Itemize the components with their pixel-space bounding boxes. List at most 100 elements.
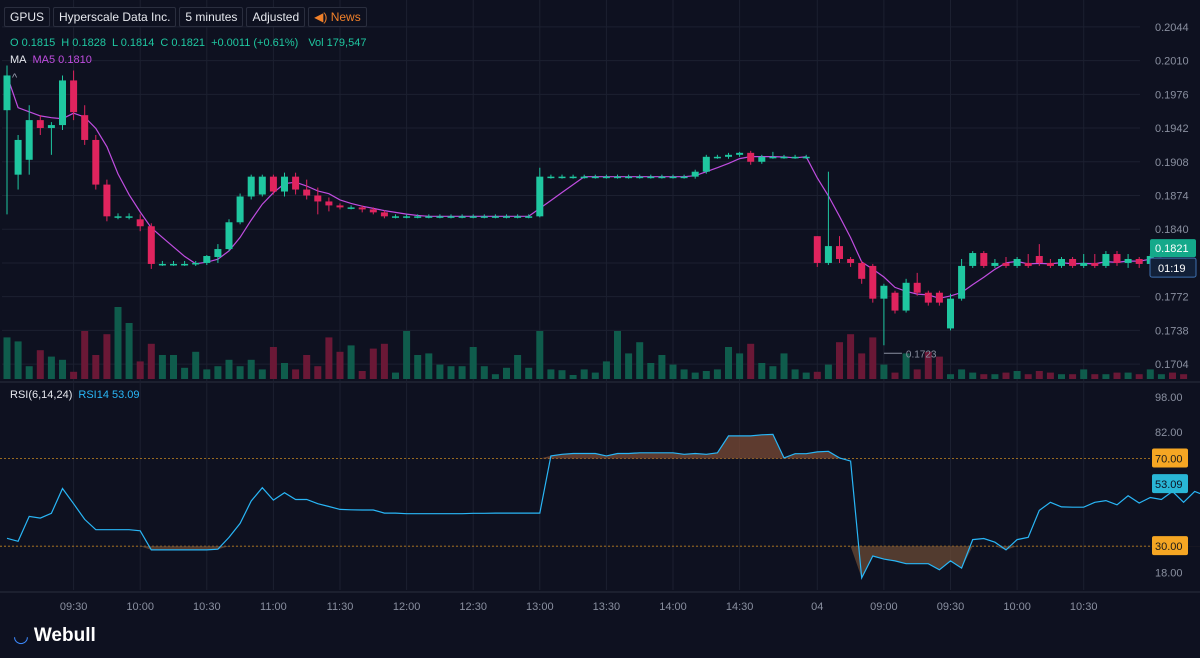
candle-body	[147, 226, 155, 264]
volume-bar	[403, 331, 411, 379]
candle-body	[1080, 262, 1088, 266]
volume-bar	[858, 353, 866, 379]
candle-body	[325, 201, 333, 206]
rsi-oversold-fill	[7, 546, 1200, 578]
candle-body	[880, 285, 888, 299]
volume-bar	[836, 342, 843, 379]
candle-body	[824, 246, 832, 263]
volume-bar	[236, 366, 244, 379]
candle-body	[59, 80, 66, 126]
candle-body	[858, 262, 866, 279]
webull-logo: ◡ Webull	[14, 625, 96, 647]
volume-bar	[92, 355, 100, 379]
candle-body	[625, 176, 633, 179]
volume-bar	[292, 369, 300, 379]
volume-bar	[747, 343, 755, 379]
candle-body	[924, 292, 932, 303]
candle-body	[3, 75, 11, 111]
high-label: H	[61, 37, 70, 49]
candle-body	[114, 216, 122, 218]
candle-body	[392, 216, 399, 218]
candle-body	[636, 176, 644, 179]
price-tick-label: 0.1942	[1155, 123, 1189, 135]
candle-body	[436, 216, 444, 218]
time-tick-label: 10:30	[193, 601, 221, 613]
candle-body	[158, 263, 166, 266]
volume-bar	[558, 370, 566, 379]
company-tag[interactable]: Hyperscale Data Inc.	[53, 7, 177, 27]
candle-body	[314, 195, 322, 202]
candle-body	[902, 282, 910, 311]
price-tick-label: 0.1738	[1155, 325, 1189, 337]
volume-bar	[436, 364, 444, 379]
candle-body	[47, 125, 55, 129]
candle-body	[1035, 256, 1043, 263]
volume-bar	[1013, 371, 1021, 379]
candle-body	[503, 216, 510, 218]
candle-body	[602, 176, 610, 179]
candle-body	[414, 216, 422, 218]
candle-body	[991, 262, 999, 266]
candle-body	[1113, 254, 1121, 263]
news-label: News	[330, 10, 361, 24]
candle-body	[1124, 258, 1132, 263]
volume-bar	[658, 355, 666, 379]
interval-tag[interactable]: 5 minutes	[179, 7, 244, 27]
volume-bar	[913, 369, 921, 379]
rsi-legend[interactable]: RSI(6,14,24) RSI14 53.09	[10, 389, 140, 401]
candle-body	[1102, 254, 1110, 266]
volume-label: Vol	[308, 37, 324, 49]
time-tick-label: 11:30	[327, 601, 354, 613]
candle-body	[103, 184, 111, 217]
candle-body	[92, 139, 100, 185]
time-tick-label: 12:00	[393, 601, 421, 613]
time-tick-label: 04	[811, 601, 823, 613]
candle-body	[691, 171, 699, 177]
webull-logo-icon: ◡	[14, 625, 28, 646]
volume-bar	[170, 355, 177, 379]
volume-bar	[1069, 374, 1077, 379]
volume-bar	[713, 369, 721, 379]
close-label: C	[160, 37, 169, 49]
candle-body	[580, 176, 588, 179]
time-tick-label: 11:00	[260, 601, 287, 613]
time-tick-label: 10:30	[1070, 601, 1098, 613]
volume-bar	[1124, 372, 1132, 379]
candle-body	[214, 249, 222, 258]
volume-bar	[81, 331, 89, 379]
candle-body	[658, 176, 666, 179]
volume-bar	[225, 359, 233, 379]
volume-bar	[47, 356, 55, 379]
volume-bar	[547, 369, 555, 379]
volume-bar	[147, 343, 155, 379]
time-tick-label: 10:00	[1003, 601, 1031, 613]
volume-bar	[924, 351, 932, 379]
chevron-up-icon[interactable]: ^	[12, 72, 18, 84]
rsi-tick-label: 18.00	[1155, 567, 1183, 579]
time-tick-label: 10:00	[126, 601, 154, 613]
volume-bar	[158, 355, 166, 379]
volume-bar	[824, 364, 832, 379]
change-value: +0.0011 (+0.61%)	[211, 37, 299, 49]
volume-bar	[1146, 369, 1154, 379]
news-button[interactable]: ◀) News	[308, 7, 367, 27]
volume-bar	[980, 374, 988, 379]
volume-bar	[414, 355, 422, 379]
ma-legend[interactable]: MA MA5 0.1810	[10, 54, 92, 66]
open-value: 0.1815	[21, 37, 56, 49]
price-tick-label: 0.2010	[1155, 56, 1189, 68]
time-tick-label: 13:30	[593, 601, 621, 613]
candle-body	[447, 216, 455, 218]
low-marker-label: 0.1723	[906, 349, 937, 360]
volume-bar	[258, 369, 266, 379]
ticker-tag[interactable]: GPUS	[4, 7, 51, 27]
volume-bar	[425, 353, 433, 379]
ohlc-readout: O 0.1815 H 0.1828 L 0.1814 C 0.1821 +0.0…	[10, 37, 366, 49]
volume-bar	[536, 331, 544, 379]
volume-bar	[647, 363, 655, 379]
rsi-tick-label: 82.00	[1155, 427, 1183, 439]
candle-body	[891, 292, 899, 311]
adjust-tag[interactable]: Adjusted	[246, 7, 306, 27]
